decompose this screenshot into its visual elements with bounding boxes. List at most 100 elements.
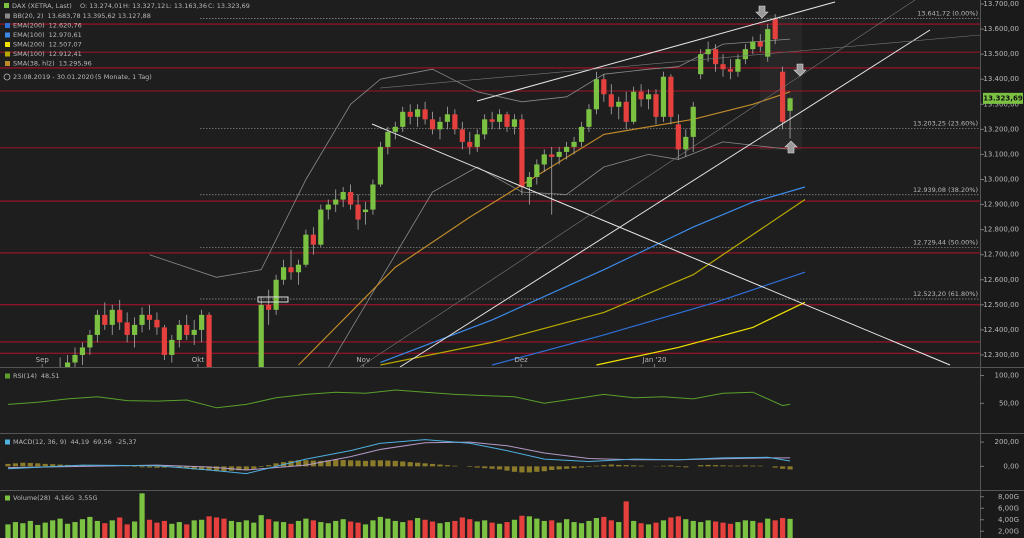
legend-swatch: [5, 32, 10, 38]
volume-bar: [377, 516, 383, 538]
histogram-bar: [787, 466, 793, 470]
symbol-icon: [4, 3, 9, 8]
histogram-bar: [35, 463, 41, 467]
volume-bar: [415, 518, 421, 538]
legend-value: 12.507,07: [49, 41, 82, 49]
histogram-bar: [20, 462, 26, 467]
candle-body: [109, 309, 115, 325]
volume-bar: [79, 519, 86, 538]
histogram-bar: [780, 466, 786, 469]
volume-bar: [184, 524, 190, 538]
legend-value: 3,55G: [78, 494, 98, 502]
indicator-line: [380, 199, 806, 366]
candle-body: [675, 124, 681, 150]
histogram-bar: [258, 466, 264, 467]
candle-body: [474, 134, 480, 147]
histogram-bar: [377, 460, 383, 467]
histogram-bar: [675, 466, 681, 467]
candle-body: [422, 109, 428, 120]
candle-body: [459, 129, 465, 142]
last-price-label: 13.323,69: [983, 94, 1023, 102]
histogram-bar: [415, 462, 421, 467]
candle-body: [757, 41, 763, 47]
y-tick-label: 12.500,00: [983, 301, 1019, 309]
candle-body: [787, 98, 793, 111]
y-tick-label: 12.300,00: [983, 351, 1019, 359]
candle-body: [392, 126, 398, 132]
volume-bar: [340, 519, 346, 538]
histogram-bar: [631, 465, 637, 467]
date-range: 23.08.2019 - 30.01.2020: [13, 73, 94, 81]
volume-bar: [623, 501, 629, 538]
volume-bar: [534, 518, 540, 538]
legend-swatch: [5, 13, 10, 19]
histogram-bar: [154, 466, 160, 468]
histogram-bar: [474, 466, 480, 468]
volume-bar: [556, 522, 562, 538]
candle-body: [564, 146, 570, 152]
candle-body: [429, 119, 436, 130]
volume-bar: [616, 522, 622, 538]
volume-bar: [653, 522, 659, 538]
candle-body: [638, 91, 644, 100]
volume-bar: [12, 522, 19, 538]
low: L: 13.163,36: [166, 2, 207, 10]
x-tick-label: Dez: [514, 356, 528, 364]
candle-body: [519, 119, 525, 188]
y-tick-label: 13.100,00: [983, 150, 1019, 158]
period: (5 Monate, 1 Tag): [95, 73, 152, 81]
histogram-bar: [303, 460, 309, 467]
histogram-bar: [340, 460, 346, 467]
candle-body: [534, 164, 540, 177]
volume-bar: [333, 520, 339, 538]
histogram-bar: [333, 459, 339, 467]
volume-bar: [631, 520, 637, 538]
candle-body: [87, 334, 93, 348]
volume-bar: [504, 522, 510, 538]
histogram-bar: [519, 466, 525, 473]
histogram-bar: [534, 466, 540, 472]
histogram-bar: [131, 466, 138, 467]
candle-body: [131, 324, 138, 335]
volume-bar: [787, 518, 793, 538]
candle-body: [735, 59, 741, 72]
macd-line: [7, 439, 791, 475]
candle-body: [437, 121, 443, 130]
candle-body: [444, 114, 451, 122]
volume-bar: [593, 518, 600, 538]
candle-body: [780, 71, 786, 122]
volume-bar: [348, 521, 354, 538]
volume-bar: [705, 520, 711, 538]
candle-body: [72, 354, 78, 363]
legend-name: EMA(100): [13, 31, 45, 39]
candle-body: [333, 199, 339, 205]
histogram-bar: [42, 463, 48, 467]
candle-body: [124, 322, 130, 335]
histogram-bar: [556, 466, 562, 470]
volume-bar: [154, 522, 160, 538]
volume-bar: [199, 519, 205, 538]
candle-body: [452, 114, 458, 130]
volume-bar: [280, 522, 287, 538]
candle-body: [415, 109, 421, 117]
volume-bar: [57, 518, 63, 538]
histogram-bar: [601, 465, 607, 467]
legend-value: 12.912,41: [49, 50, 82, 58]
histogram-bar: [541, 466, 547, 472]
candle-body: [727, 69, 734, 72]
candle-body: [407, 111, 413, 117]
histogram-bar: [191, 466, 197, 470]
volume-bar: [42, 522, 48, 538]
y-tick-label: 13.300,00: [983, 100, 1019, 108]
histogram-bar: [757, 465, 763, 467]
histogram-bar: [623, 465, 629, 467]
volume-bar: [139, 493, 145, 538]
volume-bar: [131, 521, 138, 538]
histogram-bar: [266, 465, 272, 467]
legend-name: SMA(100): [13, 50, 45, 58]
legend-swatch: [5, 61, 10, 66]
legend-value: 12.970,61: [49, 31, 82, 39]
